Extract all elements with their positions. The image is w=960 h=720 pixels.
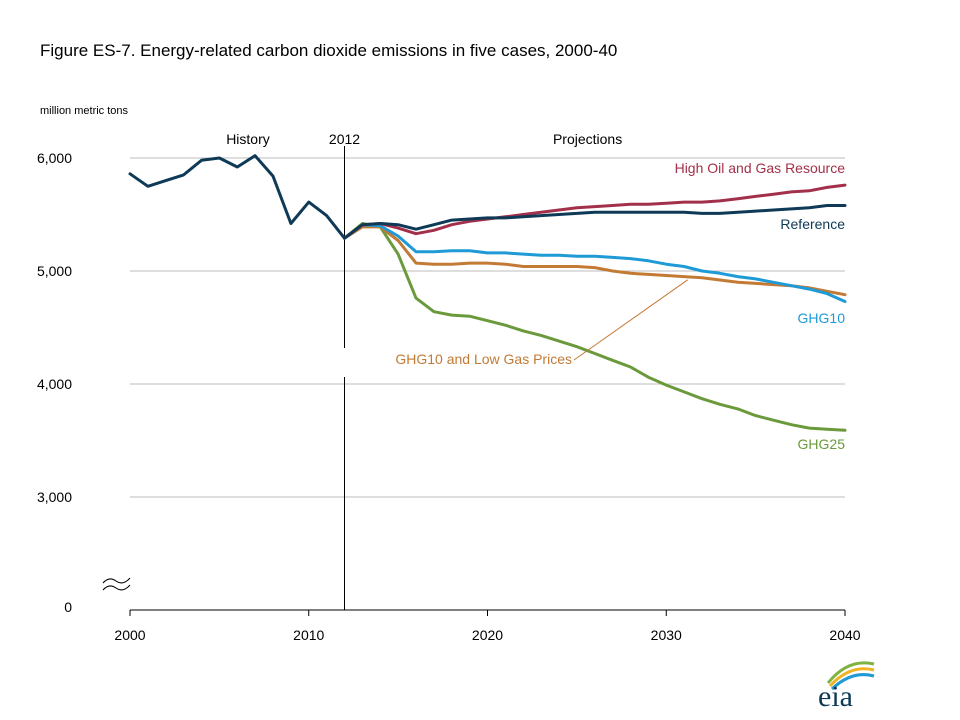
x-tick-label: 2020 <box>472 627 503 643</box>
axis-break-icon <box>102 577 131 591</box>
section-labels: History 2012 Projections <box>226 131 622 147</box>
series-label-leader-line <box>573 279 688 361</box>
x-axis: 2000 2010 2020 2030 2040 <box>114 609 861 643</box>
series-label-high-oil-and-gas-resource: High Oil and Gas Resource <box>675 160 846 176</box>
projections-label: Projections <box>553 131 622 147</box>
y-tick-label: 0 <box>64 599 72 615</box>
x-tick-label: 2000 <box>114 627 145 643</box>
series-lines <box>128 154 847 432</box>
history-label: History <box>226 131 270 147</box>
series-label-ghg25: GHG25 <box>798 436 846 452</box>
chart-title: Figure ES-7. Energy-related carbon dioxi… <box>40 41 617 60</box>
gridlines <box>130 157 845 498</box>
series-labels: Reference High Oil and Gas Resource GHG10 G… <box>395 160 845 452</box>
y-axis: 0 3,000 4,000 5,000 6,000 <box>37 150 72 615</box>
series-line-ghg10-and-low-gas-prices <box>343 225 847 297</box>
eia-logo: eia <box>818 661 875 713</box>
series-line-reference <box>128 154 847 240</box>
series-label-reference: Reference <box>780 216 845 232</box>
y-axis-label: million metric tons <box>40 105 129 117</box>
x-tick-label: 2040 <box>829 627 860 643</box>
y-tick-label: 5,000 <box>37 263 72 279</box>
eia-logo-text: eia <box>818 680 853 713</box>
series-line-high-oil-and-gas-resource <box>343 183 847 240</box>
y-tick-label: 3,000 <box>37 489 72 505</box>
x-tick-label: 2010 <box>293 627 324 643</box>
divider-year-label: 2012 <box>329 131 360 147</box>
y-tick-label: 6,000 <box>37 150 72 166</box>
series-label-ghg10: GHG10 <box>798 310 846 326</box>
x-tick-label: 2030 <box>651 627 682 643</box>
series-label-ghg10-and-low-gas-prices: GHG10 and Low Gas Prices <box>395 351 572 367</box>
series-line-ghg10 <box>343 223 847 303</box>
series-line-ghg25 <box>343 222 847 432</box>
y-tick-label: 4,000 <box>37 376 72 392</box>
